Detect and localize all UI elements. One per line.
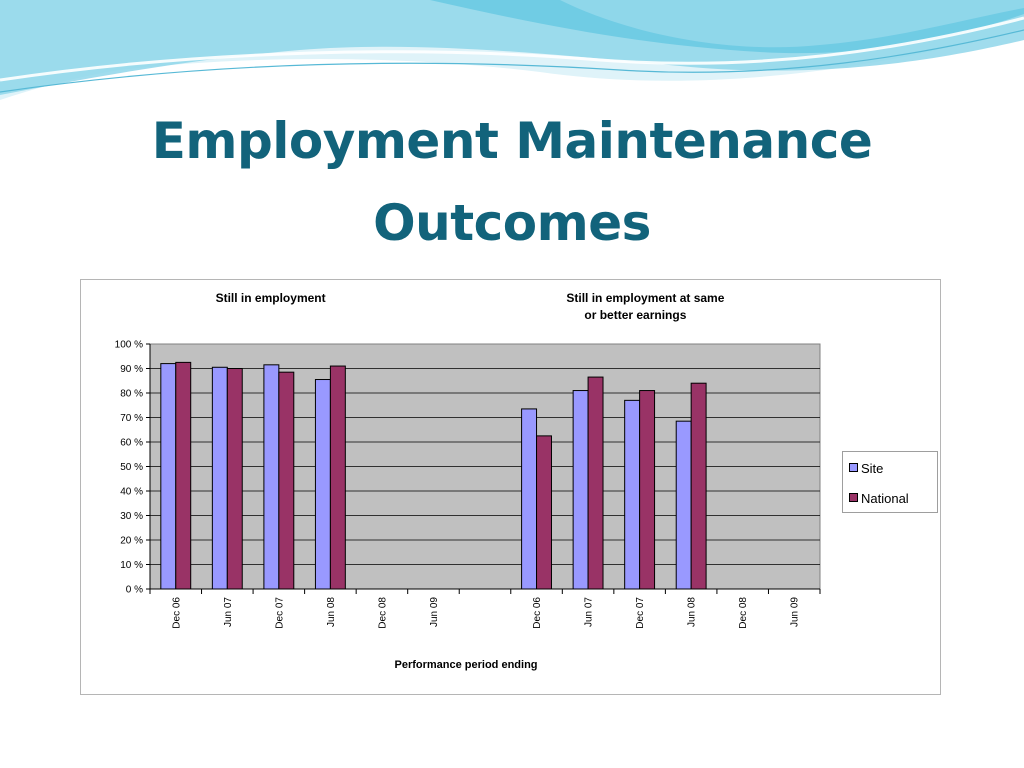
y-tick-label: 100 %: [115, 340, 143, 351]
x-tick-label: Jun 09: [790, 597, 801, 627]
chart-legend: Site National: [842, 451, 938, 513]
bar-site-jun-07: [572, 390, 589, 590]
legend-item-national: National: [849, 491, 909, 507]
x-tick-label: Jun 07: [223, 597, 234, 627]
x-tick-label: Dec 06: [532, 597, 543, 629]
group-title-same-or-better-line-1: Still in employment at same: [566, 291, 724, 305]
x-tick-label: Dec 07: [635, 597, 646, 629]
y-tick-label: 80 %: [120, 389, 143, 400]
x-tick-label: Jun 08: [687, 597, 698, 627]
group-title-same-or-better-line-2: or better earnings: [584, 308, 686, 322]
bar-national-dec-06: [536, 435, 552, 590]
legend-item-site: Site: [849, 461, 883, 477]
x-tick-label: Dec 06: [171, 597, 182, 629]
x-tick-label: Jun 07: [584, 597, 595, 627]
x-tick-label: Dec 08: [377, 597, 388, 629]
slide-title-line-2: Outcomes: [373, 194, 651, 252]
x-axis-title: Performance period ending: [394, 659, 537, 671]
slide-title: Employment Maintenance Outcomes: [0, 100, 1024, 264]
header-wave-decoration: [0, 0, 1024, 100]
bar-national-jun-08: [329, 365, 346, 590]
x-tick-label: Dec 07: [274, 597, 285, 629]
y-tick-label: 10 %: [120, 560, 143, 571]
chart-panel: 0 % 10 % 20 % 30 % 40 % 50 % 60 % 70 % 80 % 90 % 1…: [80, 279, 941, 695]
group-title-still-in-employment: Still in employment: [216, 291, 326, 305]
x-tick-label: Dec 08: [738, 597, 749, 629]
bar-national-jun-08: [690, 382, 707, 590]
bar-site-dec-06: [521, 408, 538, 590]
legend-label-national: National: [861, 491, 909, 506]
bar-site-jun-08: [675, 420, 692, 590]
y-tick-label: 20 %: [120, 536, 143, 547]
x-tick-label: Jun 08: [326, 597, 337, 627]
slide-title-line-1: Employment Maintenance: [151, 112, 873, 170]
bar-site-dec-07: [624, 399, 641, 590]
x-tick-label: Jun 09: [429, 597, 440, 627]
y-tick-label: 90 %: [120, 364, 143, 375]
bar-site-jun-08: [314, 379, 331, 590]
bar-chart: 0 % 10 % 20 % 30 % 40 % 50 % 60 % 70 % 80 % 90 % 1…: [115, 291, 821, 671]
y-tick-label: 60 %: [120, 438, 143, 449]
bar-national-dec-07: [639, 390, 656, 590]
bar-site-dec-07: [263, 364, 280, 590]
bar-national-dec-07: [278, 371, 295, 590]
y-tick-label: 40 %: [120, 487, 143, 498]
bar-national-dec-06: [175, 361, 192, 590]
y-tick-label: 70 %: [120, 413, 143, 424]
legend-swatch-national: [849, 493, 858, 502]
y-tick-label: 30 %: [120, 511, 143, 522]
y-tick-label: 50 %: [120, 462, 143, 473]
bar-site-jun-07: [211, 366, 228, 590]
y-tick-label: 0 %: [126, 585, 143, 596]
bar-national-jun-07: [226, 368, 243, 590]
bar-national-jun-07: [587, 376, 604, 590]
legend-label-site: Site: [861, 461, 884, 476]
legend-swatch-site: [849, 463, 858, 472]
bar-site-dec-06: [160, 363, 177, 590]
